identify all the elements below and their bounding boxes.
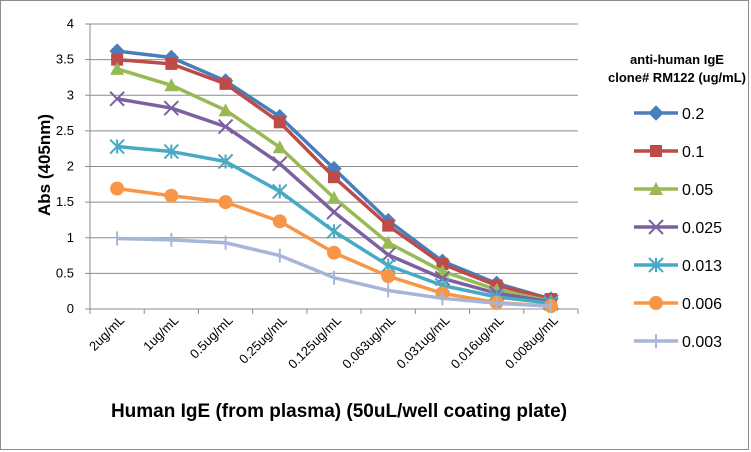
legend-label: 0.05 xyxy=(682,182,713,199)
legend-item: 0.013 xyxy=(634,257,722,275)
x-tick-label: 0.016ug/mL xyxy=(448,313,507,372)
y-tick-labels: 0 0.5 1 1.5 2 2.5 3 3.5 4 xyxy=(56,16,74,316)
y-tick-label: 3 xyxy=(67,87,74,102)
data-point xyxy=(327,245,341,260)
x-tick-label: 0.031ug/mL xyxy=(393,313,452,372)
data-point xyxy=(272,140,287,154)
y-axis-title: Abs (405nm) xyxy=(35,114,54,216)
legend-title-line-2: clone# RM122 (ug/mL) xyxy=(608,70,746,85)
data-point xyxy=(218,103,233,117)
data-point xyxy=(326,204,342,220)
data-point xyxy=(163,100,180,116)
data-point xyxy=(272,183,288,200)
y-tick-label: 0.5 xyxy=(56,265,74,280)
data-point xyxy=(272,214,287,229)
legend-item: 0.1 xyxy=(634,144,704,161)
data-point xyxy=(217,118,234,135)
data-point xyxy=(272,155,288,172)
legend-label: 0.025 xyxy=(682,220,722,237)
legend-label: 0.006 xyxy=(682,296,722,313)
y-tick-label: 1.5 xyxy=(56,194,74,209)
x-tick-labels: 2ug/mL 1ug/mL 0.5ug/mL 0.25ug/mL0.125ug/mL0… xyxy=(86,313,561,372)
series-0.003 xyxy=(116,231,552,314)
y-tick-label: 4 xyxy=(67,16,74,31)
data-point xyxy=(164,78,179,92)
data-point xyxy=(648,257,664,273)
y-tick-label: 2 xyxy=(67,159,74,174)
data-point xyxy=(163,143,180,160)
data-point xyxy=(326,223,342,240)
data-point xyxy=(165,57,178,70)
x-tick-label: 1ug/mL xyxy=(140,313,181,354)
y-tick-label: 1 xyxy=(67,230,74,245)
x-axis-title: Human IgE (from plasma) (50uL/well coati… xyxy=(111,401,567,422)
data-point xyxy=(649,296,663,310)
x-tick-label: 2ug/mL xyxy=(86,313,127,354)
data-point xyxy=(648,105,664,121)
legend-title-line-1: anti-human IgE xyxy=(630,52,724,67)
series-0.1 xyxy=(111,53,557,306)
data-point xyxy=(110,181,125,196)
legend-item: 0.05 xyxy=(634,182,713,199)
legend-label: 0.2 xyxy=(682,106,704,123)
series-0.05 xyxy=(110,61,558,308)
y-tick-label: 0 xyxy=(67,301,74,316)
series-line xyxy=(116,67,552,303)
data-point xyxy=(273,116,286,129)
legend-item: 0.025 xyxy=(634,219,722,237)
data-point xyxy=(164,188,179,203)
data-point xyxy=(382,219,395,232)
legend-label: 0.013 xyxy=(682,258,722,275)
legend-label: 0.003 xyxy=(682,334,722,351)
data-point xyxy=(648,219,664,235)
legend-item: 0.2 xyxy=(634,105,704,123)
data-point xyxy=(650,145,662,157)
data-point xyxy=(217,153,234,170)
data-point xyxy=(381,235,396,249)
data-point xyxy=(109,138,125,155)
x-tick-label: 0.008ug/mL xyxy=(502,313,561,372)
data-point xyxy=(649,182,663,195)
data-point xyxy=(110,61,125,75)
x-tick-label: 0.125ug/mL xyxy=(285,313,344,372)
data-point xyxy=(327,190,341,204)
series-lines xyxy=(109,43,559,314)
data-point xyxy=(109,91,125,107)
data-point xyxy=(219,77,232,90)
data-point xyxy=(111,53,124,66)
legend-item: 0.003 xyxy=(634,334,722,351)
x-tick-label: 0.063ug/mL xyxy=(339,313,398,372)
data-point xyxy=(436,258,449,271)
data-point xyxy=(328,171,340,184)
legend: 0.2 0.1 0.05 0.025 0.013 0.006 0.003 xyxy=(634,105,722,351)
data-point xyxy=(218,195,233,210)
y-tick-label: 3.5 xyxy=(56,52,74,67)
legend-label: 0.1 xyxy=(682,144,704,161)
y-tick-label: 2.5 xyxy=(56,123,74,138)
x-tick-label: 0.25ug/mL xyxy=(236,313,290,367)
legend-item: 0.006 xyxy=(634,296,722,313)
data-point xyxy=(381,269,396,284)
x-tick-label: 0.5ug/mL xyxy=(187,313,236,362)
